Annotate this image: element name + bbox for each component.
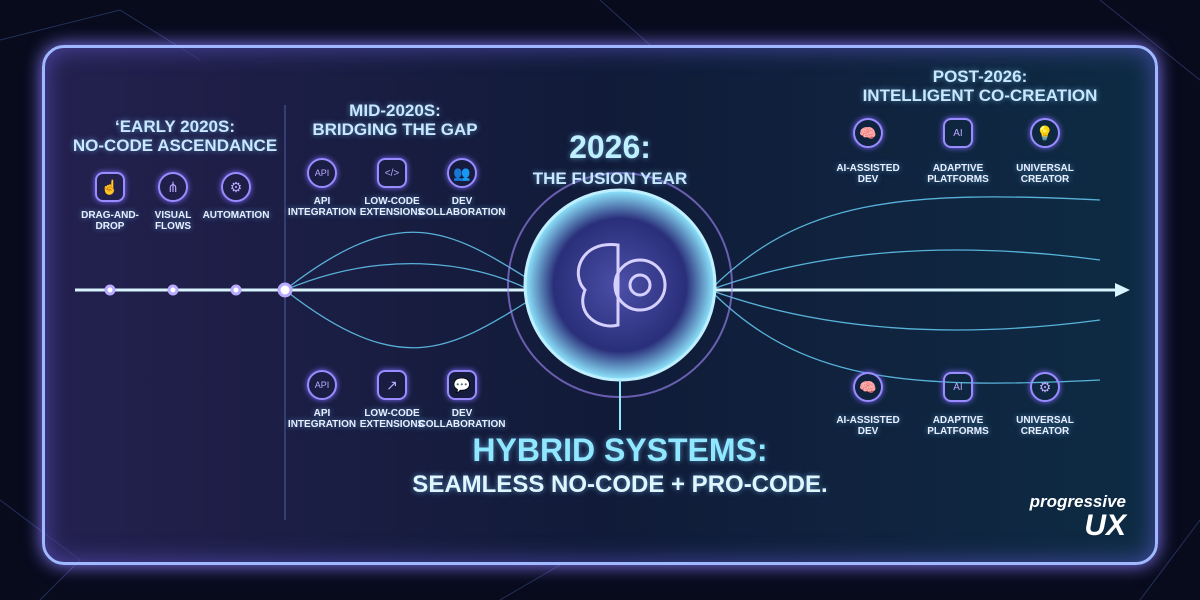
timeline-arrow [1115,283,1130,297]
label-dev-collaboration: Dev Collaboration [418,408,506,430]
early-title: ‘Early 2020s: No-Code Ascendance [72,117,278,155]
label-api-integration: API Integration [287,408,357,430]
api-gear-icon: API [307,370,337,400]
label-universal-creator: Universal Creator [1016,163,1074,185]
flow-nodes-icon: ⋔ [158,172,188,202]
ai-chip-icon: AI [943,372,973,402]
label-dev-collaboration: Dev Collaboration [418,196,506,218]
logo-ux: UX [1084,509,1126,542]
label-adaptive-platforms: Adaptive Platforms [927,415,989,437]
api-gear-icon: API [307,158,337,188]
logo-text: progressive [1029,492,1126,511]
ai-chip-icon: AI [943,118,973,148]
fusion-subtitle: The Fusion Year [532,169,688,188]
team-icon: 👥 [447,158,477,188]
hybrid-title: Hybrid Systems: [472,432,768,468]
fusion-orb [523,188,717,382]
lightbulb-icon: 💡 [1030,118,1060,148]
external-link-icon: ↗ [377,370,407,400]
gear-icon: ⚙ [221,172,251,202]
label-ai-assisted-dev: AI-Assisted Dev [836,415,900,437]
label-low-code-extensions: Low-Code Extensions [359,408,425,430]
post-title: Post-2026: Intelligent Co-Creation [862,67,1098,105]
label-visual-flows: Visual flows [154,210,192,232]
timeline-nodes [104,282,293,298]
code-window-icon: </> [377,158,407,188]
hybrid-subtitle: Seamless No-Code + Pro-Code. [412,471,828,498]
label-adaptive-platforms: Adaptive Platforms [927,163,989,185]
fusion-title: 2026: [569,129,651,165]
progressive-ux-logo: progressive UX [1018,492,1126,542]
brain-head-icon: 🧠 [853,118,883,148]
label-low-code-extensions: Low-Code Extensions [359,196,425,218]
gear-icon: ⚙ [1030,372,1060,402]
drag-drop-hand-icon: ☝ [95,172,125,202]
brain-head-icon: 🧠 [853,372,883,402]
mid-title: Mid-2020s: Bridging the Gap [312,101,478,139]
label-universal-creator: Universal Creator [1016,415,1074,437]
label-ai-assisted-dev: AI-Assisted Dev [836,163,900,185]
chat-team-icon: 💬 [447,370,477,400]
brain-gear-icon [576,243,667,328]
label-api-integration: API Integration [287,196,357,218]
data-streams [284,196,1101,384]
label-drag-and-drop: Drag-and-drop [81,210,139,232]
label-automation: Automation [202,210,270,221]
